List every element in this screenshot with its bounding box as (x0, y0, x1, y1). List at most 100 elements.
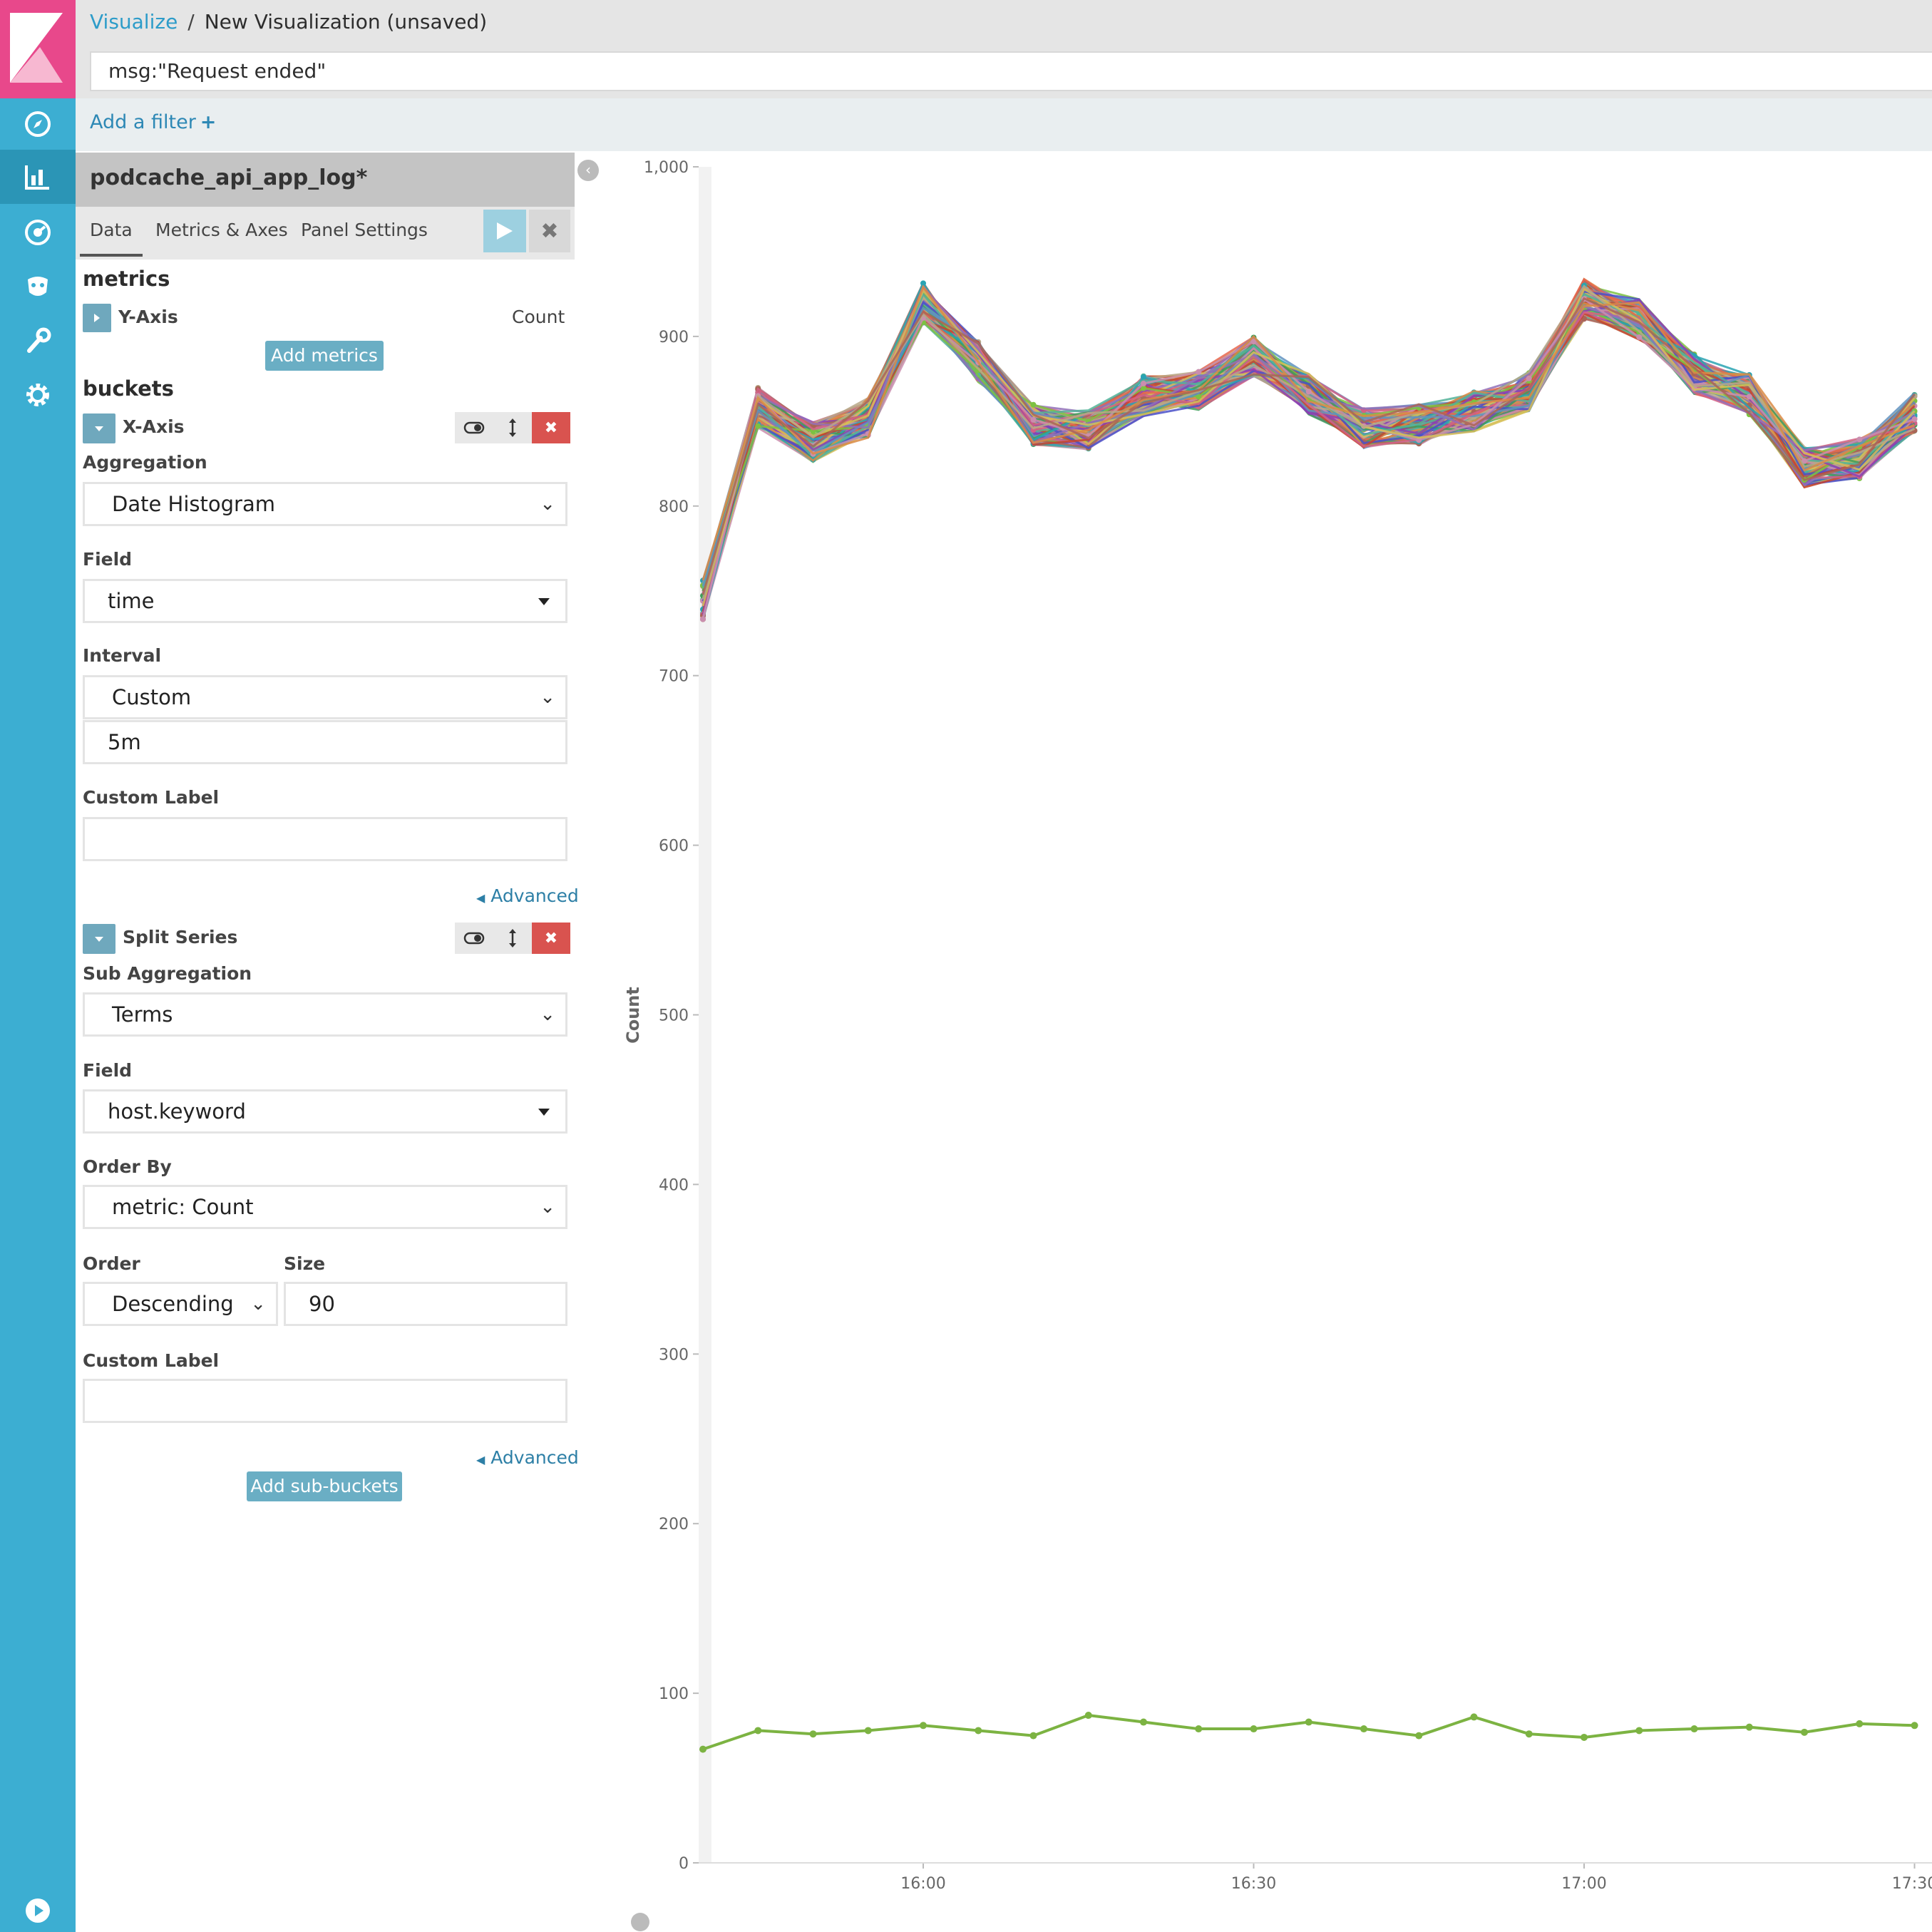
series-point[interactable] (1250, 339, 1257, 345)
dashboard-icon[interactable] (19, 214, 56, 251)
series-point[interactable] (1196, 394, 1202, 400)
reorder-x-axis-handle[interactable] (493, 412, 532, 443)
series-line[interactable] (702, 280, 1916, 589)
series-low-point[interactable] (1581, 1733, 1588, 1741)
series-line[interactable] (702, 284, 1916, 618)
series-line[interactable] (702, 294, 1916, 592)
series-point[interactable] (700, 616, 706, 622)
series-line[interactable] (702, 305, 1916, 617)
series-line[interactable] (702, 299, 1916, 617)
series-low-point[interactable] (1525, 1730, 1533, 1738)
series-line[interactable] (702, 291, 1916, 597)
series-line[interactable] (702, 312, 1916, 612)
remove-x-axis-button[interactable]: ✖ (532, 412, 570, 443)
add-metrics-button[interactable]: Add metrics (265, 341, 384, 371)
series-line[interactable] (702, 287, 1915, 619)
add-filter-link[interactable]: Add a filter + (90, 111, 216, 133)
series-point[interactable] (1141, 385, 1146, 391)
compass-icon[interactable] (19, 106, 56, 143)
series-low-point[interactable] (809, 1730, 817, 1738)
series-low-point[interactable] (754, 1727, 762, 1735)
series-low-point[interactable] (1250, 1725, 1258, 1733)
toggle-split-series-button[interactable] (455, 923, 493, 954)
series-low-point[interactable] (920, 1722, 927, 1730)
series-point[interactable] (1746, 394, 1752, 400)
series-point[interactable] (1416, 437, 1422, 443)
series-line[interactable] (702, 287, 1916, 607)
order-by-select[interactable]: metric: Count ⌄ (83, 1185, 567, 1229)
series-low-point[interactable] (1140, 1718, 1147, 1726)
series-low-point[interactable] (1745, 1723, 1753, 1731)
series-line[interactable] (702, 287, 1916, 594)
series-line[interactable] (702, 289, 1916, 585)
series-low-point[interactable] (1856, 1720, 1864, 1727)
series-low-point[interactable] (1084, 1712, 1092, 1720)
series-low-point[interactable] (1305, 1718, 1312, 1726)
series-line[interactable] (702, 289, 1916, 613)
series-low-point[interactable] (699, 1745, 706, 1753)
series-line[interactable] (702, 297, 1916, 595)
series-line[interactable] (702, 286, 1916, 581)
series-low-point[interactable] (1415, 1732, 1423, 1740)
series-line[interactable] (702, 302, 1916, 583)
add-sub-buckets-button[interactable]: Add sub-buckets (247, 1471, 402, 1501)
series-point[interactable] (1030, 401, 1037, 408)
gear-icon[interactable] (19, 376, 56, 413)
series-line[interactable] (702, 293, 1916, 614)
remove-split-series-button[interactable]: ✖ (532, 923, 570, 954)
series-point[interactable] (1141, 374, 1146, 381)
series-line[interactable] (702, 277, 1916, 603)
series-line[interactable] (702, 302, 1916, 595)
series-point[interactable] (1141, 380, 1146, 386)
series-line[interactable] (702, 290, 1916, 606)
series-line[interactable] (702, 307, 1916, 619)
series-low-point[interactable] (1801, 1728, 1808, 1736)
series-line[interactable] (702, 289, 1916, 607)
series-line[interactable] (702, 309, 1916, 594)
order-select[interactable]: Descending ⌄ (83, 1282, 278, 1326)
series-line[interactable] (702, 307, 1916, 620)
collapse-legend-icon[interactable] (631, 1913, 649, 1931)
series-line[interactable] (702, 284, 1916, 606)
size-input[interactable]: 90 (284, 1282, 567, 1326)
tab-data[interactable]: Data (90, 220, 133, 240)
series-line[interactable] (702, 295, 1916, 587)
toggle-x-axis-button[interactable] (455, 412, 493, 443)
wrench-icon[interactable] (19, 322, 56, 359)
series-low-point[interactable] (1470, 1713, 1478, 1721)
series-line[interactable] (702, 306, 1916, 607)
series-point[interactable] (1196, 369, 1202, 375)
series-line[interactable] (702, 287, 1916, 594)
series-low-point[interactable] (1029, 1732, 1037, 1740)
series-line[interactable] (702, 284, 1915, 600)
series-line[interactable] (702, 281, 1916, 610)
series-point[interactable] (1030, 416, 1037, 423)
series-low-point[interactable] (1360, 1725, 1367, 1733)
bar-chart-icon[interactable] (19, 158, 56, 195)
series-line[interactable] (702, 292, 1916, 589)
series-line[interactable] (702, 290, 1916, 603)
breadcrumb-visualize-link[interactable]: Visualize (90, 10, 178, 34)
series-line[interactable] (702, 287, 1916, 616)
series-low-point[interactable] (1195, 1725, 1203, 1733)
series-line[interactable] (702, 279, 1916, 612)
apply-changes-button[interactable] (483, 210, 526, 252)
series-point[interactable] (1636, 334, 1643, 340)
series-line[interactable] (702, 286, 1916, 597)
series-line[interactable] (702, 293, 1916, 582)
series-point[interactable] (1526, 375, 1532, 381)
discard-changes-button[interactable]: ✖ (529, 210, 570, 252)
series-line[interactable] (702, 287, 1916, 616)
series-line[interactable] (702, 308, 1916, 589)
series-line[interactable] (702, 297, 1916, 620)
series-line[interactable] (702, 289, 1916, 620)
series-line[interactable] (702, 284, 1916, 581)
series-line[interactable] (702, 289, 1916, 585)
series-line[interactable] (702, 298, 1916, 599)
interval-select[interactable]: Custom ⌄ (83, 675, 567, 719)
series-line[interactable] (702, 289, 1916, 586)
series-line[interactable] (702, 297, 1916, 592)
series-point[interactable] (920, 280, 926, 287)
series-point[interactable] (755, 423, 761, 429)
kibana-logo[interactable] (0, 0, 76, 98)
